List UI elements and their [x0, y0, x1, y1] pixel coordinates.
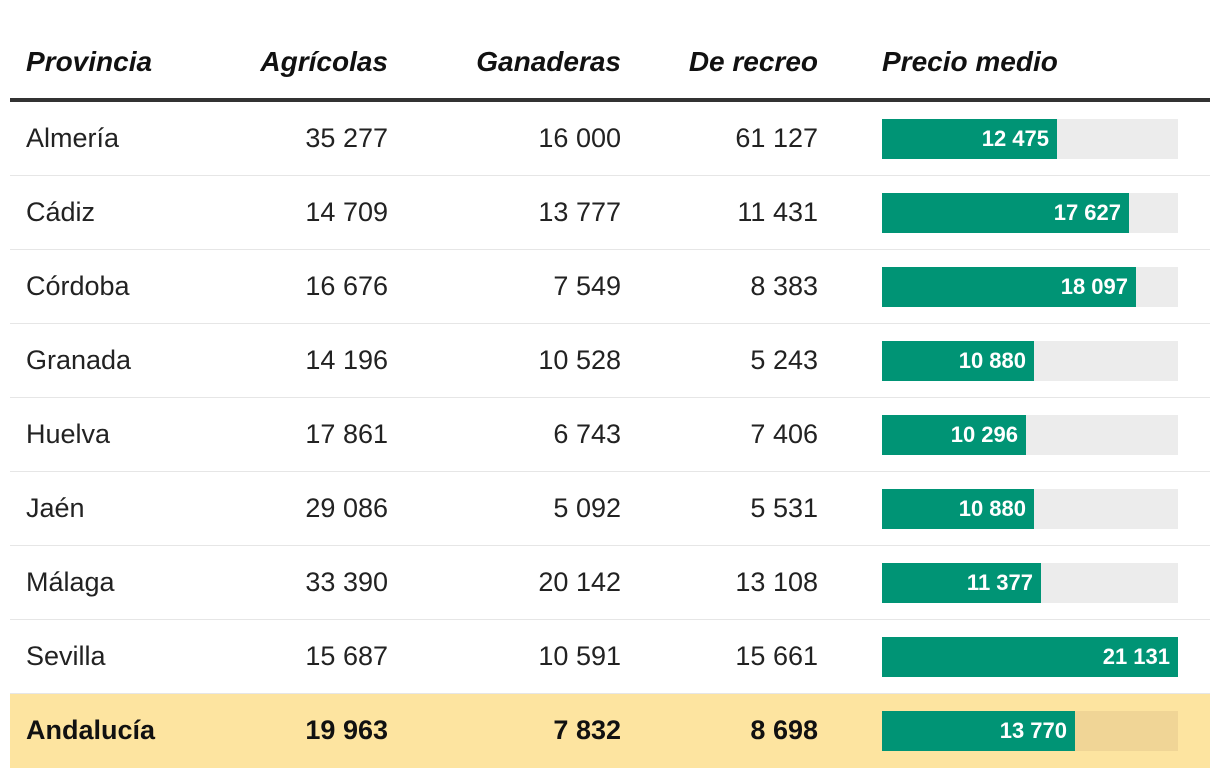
table-row: Málaga 33 390 20 142 13 108 11 377 [10, 546, 1210, 620]
cell-provincia: Jaén [26, 493, 85, 523]
cell-de-recreo: 8 383 [750, 271, 818, 301]
header-ganaderas[interactable]: Ganaderas [476, 46, 621, 77]
cell-de-recreo: 5 243 [750, 345, 818, 375]
cell-agricolas: 14 196 [305, 345, 388, 375]
precio-bar-label: 13 770 [999, 718, 1067, 743]
precio-bar: 18 097 [882, 267, 1136, 307]
precio-bar: 11 377 [882, 563, 1041, 603]
cell-agricolas: 14 709 [305, 197, 388, 227]
precio-bar-label: 10 880 [958, 496, 1026, 521]
cell-agricolas: 35 277 [305, 123, 388, 153]
precio-bar-track: 11 377 [882, 563, 1178, 603]
cell-agricolas: 17 861 [305, 419, 388, 449]
cell-ganaderas: 10 528 [538, 345, 621, 375]
cell-provincia: Málaga [26, 567, 115, 597]
cell-ganaderas: 16 000 [538, 123, 621, 153]
precio-bar-label: 10 880 [958, 348, 1026, 373]
header-de-recreo[interactable]: De recreo [688, 46, 818, 77]
cell-de-recreo: 13 108 [735, 567, 818, 597]
precio-bar-label: 18 097 [1060, 274, 1128, 299]
cell-ganaderas: 20 142 [538, 567, 621, 597]
cell-agricolas: 16 676 [305, 271, 388, 301]
precio-bar-label: 10 296 [950, 422, 1018, 447]
precio-bar: 10 880 [882, 489, 1034, 529]
cell-ganaderas: 7 549 [553, 271, 621, 301]
table-header: Provincia Agrícolas Ganaderas De recreo … [10, 24, 1210, 102]
table-row: Sevilla 15 687 10 591 15 661 21 131 [10, 620, 1210, 694]
cell-ganaderas: 7 832 [553, 715, 621, 745]
precio-bar-track: 10 880 [882, 489, 1178, 529]
precio-bar: 12 475 [882, 119, 1057, 159]
header-divider [10, 98, 1210, 102]
precio-bar-track: 18 097 [882, 267, 1178, 307]
cell-agricolas: 15 687 [305, 641, 388, 671]
cell-provincia: Granada [26, 345, 132, 375]
precio-bar: 10 880 [882, 341, 1034, 381]
table-row: Almería 35 277 16 000 61 127 12 475 [10, 102, 1210, 176]
cell-ganaderas: 5 092 [553, 493, 621, 523]
cell-ganaderas: 13 777 [538, 197, 621, 227]
table-row: Cádiz 14 709 13 777 11 431 17 627 [10, 176, 1210, 250]
precio-bar-track: 21 131 [882, 637, 1178, 677]
table-row: Granada 14 196 10 528 5 243 10 880 [10, 324, 1210, 398]
cell-agricolas: 29 086 [305, 493, 388, 523]
total-row: Andalucía 19 963 7 832 8 698 13 770 [10, 694, 1210, 768]
precio-bar-track: 13 770 [882, 711, 1178, 751]
precio-bar-track: 10 296 [882, 415, 1178, 455]
cell-de-recreo: 11 431 [737, 197, 818, 227]
header-provincia[interactable]: Provincia [26, 46, 153, 77]
precio-bar-track: 12 475 [882, 119, 1178, 159]
cell-provincia: Almería [26, 123, 120, 153]
cell-de-recreo: 8 698 [750, 715, 818, 745]
cell-de-recreo: 7 406 [750, 419, 818, 449]
cell-de-recreo: 61 127 [735, 123, 818, 153]
precio-bar-track: 17 627 [882, 193, 1178, 233]
cell-ganaderas: 6 743 [553, 419, 621, 449]
cell-de-recreo: 5 531 [750, 493, 818, 523]
precio-bar-label: 12 475 [981, 126, 1049, 151]
cell-agricolas: 19 963 [305, 715, 388, 745]
cell-provincia: Cádiz [26, 197, 96, 227]
cell-provincia: Sevilla [26, 641, 106, 671]
header-precio-medio[interactable]: Precio medio [882, 46, 1058, 77]
cell-ganaderas: 10 591 [538, 641, 621, 671]
cell-provincia: Andalucía [26, 715, 156, 745]
table-row: Jaén 29 086 5 092 5 531 10 880 [10, 472, 1210, 546]
precio-bar: 13 770 [882, 711, 1075, 751]
precio-bar-label: 21 131 [1102, 644, 1170, 669]
cell-provincia: Córdoba [26, 271, 130, 301]
precio-bar-label: 11 377 [966, 570, 1033, 595]
cell-de-recreo: 15 661 [735, 641, 818, 671]
cell-provincia: Huelva [26, 419, 111, 449]
table-row: Huelva 17 861 6 743 7 406 10 296 [10, 398, 1210, 472]
table-row: Córdoba 16 676 7 549 8 383 18 097 [10, 250, 1210, 324]
header-agricolas[interactable]: Agrícolas [260, 46, 388, 77]
precio-bar: 21 131 [882, 637, 1178, 677]
precio-bar-track: 10 880 [882, 341, 1178, 381]
precio-bar: 10 296 [882, 415, 1026, 455]
precio-bar: 17 627 [882, 193, 1129, 233]
precio-bar-label: 17 627 [1053, 200, 1121, 225]
cell-agricolas: 33 390 [305, 567, 388, 597]
